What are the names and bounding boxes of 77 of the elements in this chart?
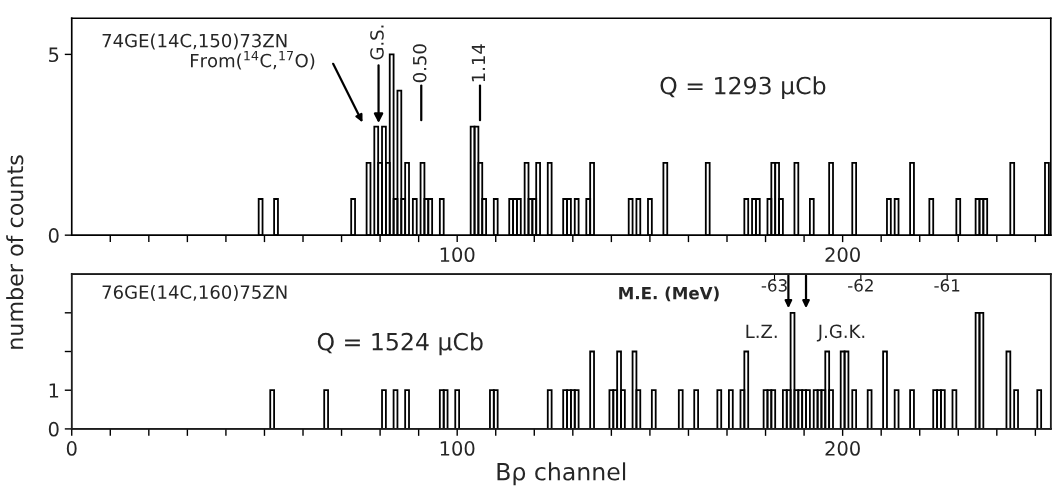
bar: [801, 389, 807, 429]
y-tick-label: 0: [48, 421, 59, 437]
bar: [1013, 389, 1019, 429]
bar: [805, 389, 811, 429]
bar: [978, 311, 985, 429]
annotation: J.G.K.: [816, 324, 865, 342]
bar: [269, 389, 276, 429]
bar: [812, 389, 819, 429]
bar: [816, 389, 823, 429]
bar: [608, 389, 615, 429]
bar: [546, 389, 553, 429]
bar: [843, 350, 850, 429]
y-tick-label: 0: [48, 228, 59, 243]
x2-tick-label: -62: [848, 279, 873, 292]
bar: [974, 311, 981, 429]
bar: [677, 389, 684, 429]
annotation: From($^{14}$C,$^{17}$O): [191, 51, 315, 70]
bar: [589, 350, 595, 429]
bar: [438, 389, 445, 429]
bar: [693, 389, 699, 429]
annotation: L.Z.: [746, 324, 777, 338]
bar: [562, 389, 568, 429]
x-tick-label: 100: [440, 247, 475, 263]
bar: [936, 389, 942, 429]
x-tick-label: 100: [440, 441, 475, 456]
bar: [789, 311, 796, 429]
bar: [566, 389, 572, 429]
bar: [932, 389, 938, 429]
bar: [951, 389, 958, 429]
x2-tick-label: -63: [761, 279, 787, 292]
annotation: Q = 1524 μCb: [317, 332, 483, 356]
x2-tick-label: -61: [934, 279, 960, 292]
bar: [866, 389, 873, 429]
x-tick-label: 200: [825, 441, 860, 456]
bar: [824, 350, 831, 429]
bar: [492, 389, 499, 429]
bar: [442, 389, 449, 429]
annotation: 0.50: [412, 44, 427, 83]
bar: [770, 389, 777, 429]
bar: [743, 350, 750, 429]
bar: [454, 389, 461, 429]
y-axis-title: number of counts: [6, 155, 24, 349]
y-tick-label: 1: [49, 383, 59, 398]
bar: [392, 389, 399, 429]
bar: [893, 389, 900, 429]
bar: [573, 389, 580, 429]
bar: [781, 389, 788, 429]
bar: [839, 350, 846, 429]
bar: [616, 350, 622, 429]
bar: [909, 389, 915, 429]
text: 76GE(14C,160)75ZN: [102, 284, 287, 302]
bar: [797, 389, 804, 429]
bar: [728, 389, 734, 429]
annotation: G.S.: [370, 25, 384, 60]
bar: [766, 389, 773, 429]
bar: [323, 389, 329, 429]
text: 74GE(14C,150)73ZN: [102, 33, 287, 50]
bar: [650, 389, 657, 429]
x-tick-label: 200: [825, 247, 860, 263]
bar: [940, 389, 946, 429]
bar: [631, 350, 638, 429]
bar: [489, 389, 495, 429]
y-tick-label: 5: [49, 47, 59, 63]
bar: [716, 389, 723, 429]
annotation: Q = 1293 μCb: [660, 76, 826, 100]
bar: [381, 389, 387, 429]
x2-axis-title: M.E. (MeV): [619, 286, 719, 302]
bar: [404, 389, 410, 429]
bar: [851, 389, 858, 429]
x-axis-title: Bρ channel: [497, 462, 626, 486]
bar: [1005, 350, 1012, 429]
annotation: 1.14: [471, 44, 485, 82]
bar: [882, 350, 888, 429]
bar: [569, 389, 576, 429]
bar: [1036, 389, 1043, 429]
x-tick-label: 0: [66, 441, 77, 456]
bar: [762, 389, 769, 429]
